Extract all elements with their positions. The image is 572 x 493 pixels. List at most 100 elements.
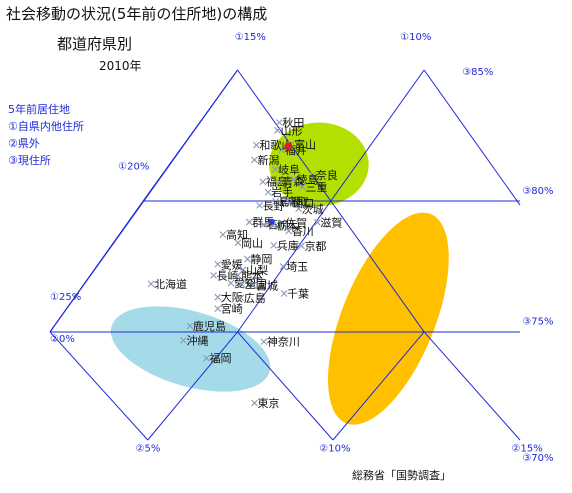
data-label-41: 宮崎 <box>221 302 243 316</box>
data-label-12: 岩手 <box>271 185 293 199</box>
region-green <box>269 122 369 207</box>
data-label-34: 北海道 <box>154 277 187 291</box>
chart-title: 社会移動の状況(5年前の住所地)の構成 <box>6 5 268 23</box>
data-point-17 <box>295 205 303 213</box>
data-label-28: 静岡 <box>250 252 272 266</box>
tick-label-a-2: ①20% <box>118 162 149 173</box>
data-label-24: 高知 <box>226 228 248 242</box>
tick-label-c-0: ③70% <box>522 453 553 464</box>
data-point-15 <box>256 202 264 209</box>
source-note: 総務省「国勢調査」 <box>352 469 451 482</box>
grid-line <box>147 331 238 441</box>
data-point-12 <box>264 188 272 196</box>
data-point-13 <box>280 197 287 205</box>
data-point-5 <box>251 156 258 164</box>
data-label-21: 滋賀 <box>320 216 342 229</box>
data-point-26 <box>270 241 278 249</box>
region-orange <box>328 212 449 425</box>
data-point-27 <box>298 242 305 250</box>
data-point-2 <box>278 146 286 154</box>
data-label-6: 岐阜 <box>278 164 300 177</box>
grid-line <box>423 331 521 441</box>
grid-line <box>49 331 149 441</box>
data-label-37: 宮城 <box>256 278 278 292</box>
data-label-10: 徳島 <box>296 173 318 187</box>
data-label-11: 三重 <box>305 180 327 194</box>
highlight-dot-blue <box>268 218 275 225</box>
data-label-18: 群馬 <box>252 215 274 229</box>
data-point-8 <box>259 178 267 186</box>
data-point-14 <box>272 197 279 205</box>
data-label-5: 新潟 <box>257 153 279 167</box>
data-label-4: 和歌山 <box>259 138 292 152</box>
data-point-42 <box>186 322 194 330</box>
data-point-34 <box>147 280 155 288</box>
grid-line <box>49 200 144 333</box>
data-point-16 <box>285 199 293 207</box>
legend-heading: 5年前居住地 <box>8 103 70 116</box>
grid-line <box>237 331 334 441</box>
tick-label-b-0: ②0% <box>50 334 75 345</box>
data-point-29 <box>214 260 222 268</box>
tick-label-a-0: ①10% <box>400 32 431 43</box>
data-point-0 <box>275 119 283 126</box>
tick-label-b-2: ②10% <box>319 443 350 454</box>
data-point-35 <box>227 279 235 287</box>
data-point-1 <box>274 126 281 134</box>
data-point-39 <box>214 293 222 301</box>
data-label-43: 沖縄 <box>186 333 208 347</box>
data-point-4 <box>252 141 260 149</box>
data-label-20: 佐賀 <box>285 216 307 230</box>
data-label-29: 愛媛 <box>221 257 243 271</box>
data-point-7 <box>309 171 317 179</box>
data-point-25 <box>234 239 242 247</box>
legend-item-1: ①自県内他住所 <box>8 120 84 133</box>
data-label-46: 東京 <box>257 396 279 410</box>
data-point-41 <box>214 305 222 313</box>
tick-label-a-3: ①25% <box>50 292 81 303</box>
data-label-30: 埼玉 <box>286 259 308 273</box>
data-label-8: 福島 <box>266 175 288 189</box>
data-point-46 <box>251 399 258 407</box>
data-label-44: 神奈川 <box>267 335 300 349</box>
data-label-16: 山口 <box>292 197 314 210</box>
data-point-36 <box>238 280 246 288</box>
data-point-45 <box>203 354 210 362</box>
grid-line <box>332 331 425 441</box>
chart-subtitle: 都道府県別 <box>57 35 133 53</box>
data-label-13: 鳥取 <box>287 194 309 208</box>
data-label-7: 奈良 <box>316 168 338 182</box>
tick-label-b-3: ②15% <box>512 443 543 454</box>
data-label-45: 福岡 <box>210 351 232 365</box>
data-label-33: 熊本 <box>241 268 263 282</box>
data-point-40 <box>237 294 245 302</box>
data-label-39: 大阪 <box>221 290 243 304</box>
highlight-dot-red <box>284 142 293 151</box>
tick-label-c-1: ③75% <box>522 317 553 328</box>
data-label-26: 兵庫 <box>277 238 299 252</box>
data-point-19 <box>260 221 268 229</box>
data-label-42: 鹿児島 <box>193 319 226 333</box>
data-label-17: 茨城 <box>302 202 324 216</box>
data-label-25: 岡山 <box>241 237 263 250</box>
data-label-22: 栃木 <box>276 218 298 232</box>
data-label-14: 島根 <box>279 194 301 208</box>
data-label-27: 京都 <box>304 239 326 253</box>
tick-label-b-1: ②5% <box>136 443 161 454</box>
grid-line <box>142 69 238 202</box>
data-point-43 <box>180 337 187 344</box>
data-label-9: 青森 <box>282 175 304 189</box>
data-label-1: 山形 <box>280 124 302 137</box>
data-label-31: 山梨 <box>246 263 268 277</box>
data-point-38 <box>280 290 288 297</box>
tick-label-c-3: ③85% <box>462 67 493 78</box>
data-label-23: 香川 <box>292 225 314 238</box>
data-point-6 <box>271 166 279 173</box>
data-point-24 <box>219 231 227 239</box>
data-label-15: 長野 <box>263 199 285 212</box>
data-point-33 <box>234 271 242 279</box>
data-point-10 <box>290 176 297 183</box>
